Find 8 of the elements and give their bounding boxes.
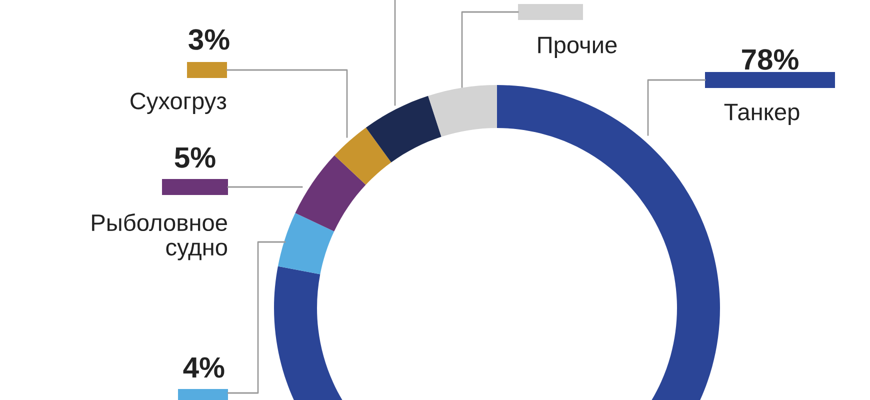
slice-label: Танкер — [724, 104, 800, 126]
legend-label: Рыболовное судно — [92, 214, 228, 260]
legend-label: Прочие — [538, 36, 617, 58]
data-label: 4% — [183, 357, 224, 378]
data-label: 78% — [742, 49, 798, 70]
legend-label: Сухогруз — [130, 92, 226, 114]
data-label: 5% — [174, 147, 216, 168]
data-label: 3% — [188, 29, 230, 50]
